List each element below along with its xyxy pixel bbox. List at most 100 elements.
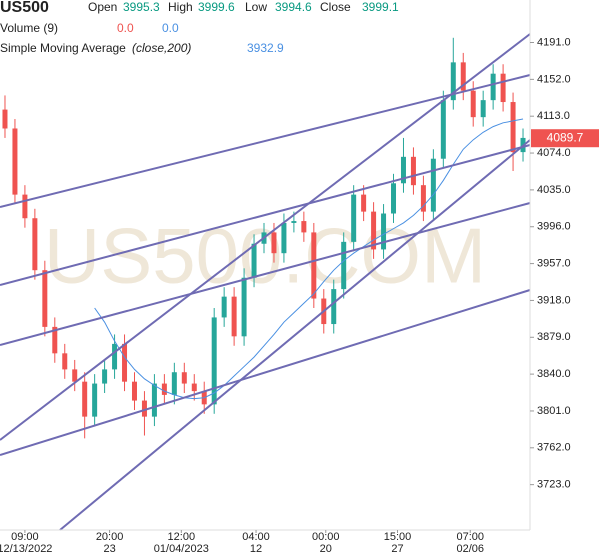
x-tick-date: 01/04/2023 (154, 543, 209, 555)
candle-body (141, 400, 147, 417)
trend-lines (0, 33, 531, 531)
candle-body (331, 289, 337, 325)
candle-body (2, 109, 8, 129)
candle-body (510, 102, 516, 153)
y-tick-label: 3879.0 (537, 331, 571, 343)
x-tick-date: 23 (103, 543, 115, 555)
value: 3999.6 (198, 0, 235, 14)
value: 3999.1 (362, 0, 399, 14)
candle-body (52, 326, 58, 354)
candle-body (221, 296, 227, 318)
x-tick-label: 12:00 (168, 531, 196, 543)
candle-body (341, 241, 347, 290)
y-tick-label: 3762.0 (537, 442, 571, 454)
candle-body (470, 90, 476, 118)
trend-line (0, 74, 531, 208)
candle-body (281, 222, 287, 254)
plot (2, 37, 526, 439)
trend-line (0, 144, 531, 286)
candle-body (291, 221, 297, 223)
candle-body (371, 211, 377, 250)
candle-body (82, 381, 88, 417)
watermark: US500.COM (44, 212, 486, 300)
candle-body (161, 383, 167, 395)
y-tick-label: 3957.0 (537, 257, 571, 269)
label: Open (88, 0, 117, 14)
trend-line (0, 202, 531, 346)
candle-body (171, 372, 177, 395)
last-price-box (531, 129, 599, 148)
x-tick-date: 12/13/2022 (0, 543, 52, 555)
y-tick-label: 4113.0 (537, 110, 570, 122)
value: 3932.9 (247, 41, 284, 55)
candle-body (251, 243, 257, 278)
candle-body (241, 277, 247, 337)
x-tick-date: 20 (320, 543, 332, 555)
candle-body (420, 185, 426, 212)
trend-line (0, 289, 531, 456)
candle-body (430, 158, 436, 212)
candle-body (400, 156, 406, 184)
candle-body (181, 372, 187, 384)
candle-body (361, 194, 367, 212)
plot-area (0, 0, 530, 530)
x-tick-label: 20:00 (96, 531, 124, 543)
x-tick-date: 02/06 (456, 543, 484, 555)
candle-body (131, 381, 137, 401)
x-tick-label: 00:00 (312, 531, 340, 543)
candle-body (92, 383, 98, 417)
x-tick-label: 09:00 (11, 531, 39, 543)
candle-body (351, 194, 357, 242)
y-tick-label: 4074.0 (537, 147, 571, 159)
candle-body (440, 100, 446, 159)
value: 0.0 (117, 21, 134, 35)
candle-body (460, 62, 466, 91)
x-tick-label: 15:00 (384, 531, 412, 543)
value: 0.0 (162, 21, 179, 35)
x-tick-date: 12 (250, 543, 262, 555)
candle-body (191, 383, 197, 392)
candle-body (271, 232, 277, 254)
x-tick-date: 27 (391, 543, 403, 555)
y-tick-label: 3996.0 (537, 221, 571, 233)
value: 3994.6 (275, 0, 312, 14)
candle-body (72, 369, 78, 382)
candle-body (391, 183, 397, 214)
candle-body (32, 218, 38, 271)
symbol: US500 (0, 0, 49, 16)
candle-body (22, 194, 28, 219)
candle-body (122, 343, 128, 382)
x-tick-label: 07:00 (456, 531, 484, 543)
candle-body (62, 353, 68, 370)
label: (close,200) (132, 41, 191, 55)
y-tick-label: 4191.0 (537, 36, 571, 48)
label: Close (320, 0, 351, 14)
y-tick-label: 3723.0 (537, 479, 571, 491)
label: Low (245, 0, 267, 14)
candle-body (151, 383, 157, 417)
trend-line (59, 139, 531, 531)
candle-body (42, 270, 48, 327)
label: High (168, 0, 193, 14)
candle-body (500, 73, 506, 103)
y-tick-label: 3801.0 (537, 405, 571, 417)
candle-body (12, 128, 18, 195)
candle-body (381, 213, 387, 250)
y-tick-label: 4035.0 (537, 184, 571, 196)
y-tick-label: 3840.0 (537, 368, 571, 380)
candle-body (480, 100, 486, 118)
candle-body (450, 62, 456, 101)
label: Volume (9) (0, 21, 58, 35)
candle-body (410, 156, 416, 186)
trend-line (0, 33, 531, 441)
candle-body (112, 343, 118, 370)
candle-body (490, 73, 496, 101)
candle-body (211, 317, 217, 405)
candle-body (311, 232, 317, 299)
candle-body (301, 221, 307, 233)
last-price-label: 4089.7 (547, 130, 584, 144)
y-tick-label: 4152.0 (537, 73, 571, 85)
value: 3995.3 (123, 0, 160, 14)
x-tick-label: 04:00 (242, 531, 270, 543)
